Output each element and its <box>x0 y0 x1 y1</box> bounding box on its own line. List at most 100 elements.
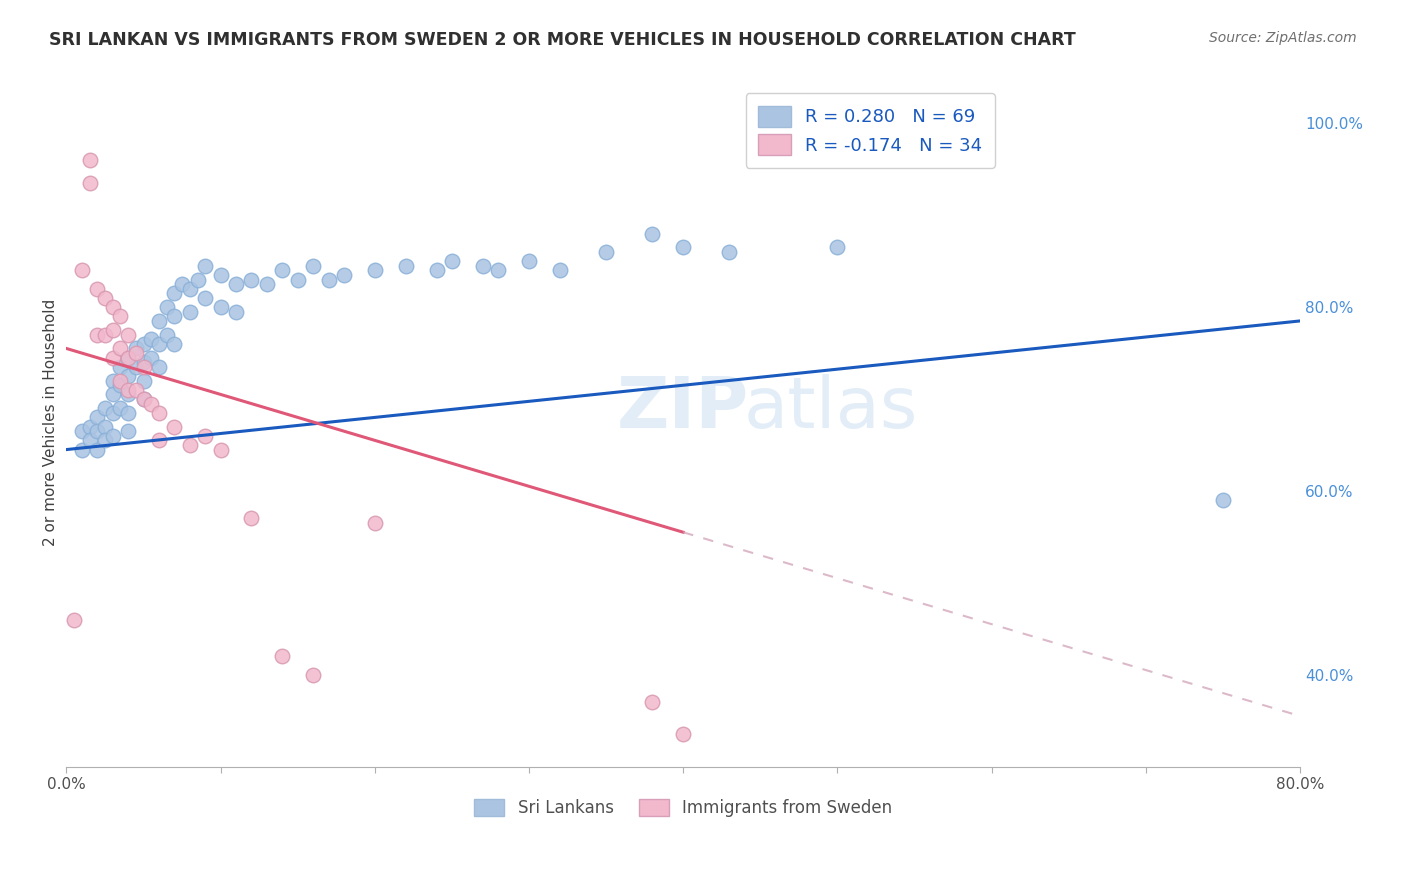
Point <box>79 419 101 434</box>
Point <box>125 346 148 360</box>
Point <box>86 327 108 342</box>
Point <box>1212 493 1234 508</box>
Point <box>70 442 93 457</box>
Point <box>148 337 170 351</box>
Point <box>156 300 179 314</box>
Point <box>395 259 418 273</box>
Point <box>194 259 217 273</box>
Point <box>101 323 124 337</box>
Point <box>117 327 139 342</box>
Point <box>225 304 247 318</box>
Point <box>517 254 540 268</box>
Point <box>148 314 170 328</box>
Point <box>440 254 463 268</box>
Point <box>302 259 325 273</box>
Point <box>256 277 278 292</box>
Point <box>148 359 170 374</box>
Point <box>641 695 664 709</box>
Point <box>132 355 155 369</box>
Text: Source: ZipAtlas.com: Source: ZipAtlas.com <box>1209 31 1357 45</box>
Point <box>287 272 309 286</box>
Point <box>132 392 155 406</box>
Point <box>302 667 325 681</box>
Point <box>125 383 148 397</box>
Y-axis label: 2 or more Vehicles in Household: 2 or more Vehicles in Household <box>44 299 58 546</box>
Point <box>141 332 163 346</box>
Point <box>718 245 741 260</box>
Point <box>125 359 148 374</box>
Point <box>240 511 263 525</box>
Point <box>63 613 86 627</box>
Point <box>101 351 124 365</box>
Point <box>194 429 217 443</box>
Point <box>117 387 139 401</box>
Point <box>148 406 170 420</box>
Point <box>595 245 617 260</box>
Point <box>318 272 340 286</box>
Point <box>101 300 124 314</box>
Point <box>364 263 387 277</box>
Point <box>94 419 117 434</box>
Point <box>548 263 571 277</box>
Point <box>86 442 108 457</box>
Point <box>70 263 93 277</box>
Point <box>209 442 232 457</box>
Point <box>94 401 117 416</box>
Point <box>486 263 509 277</box>
Legend: Sri Lankans, Immigrants from Sweden: Sri Lankans, Immigrants from Sweden <box>468 792 898 823</box>
Point <box>209 268 232 282</box>
Point <box>172 277 194 292</box>
Point <box>117 369 139 384</box>
Point <box>70 424 93 438</box>
Point <box>672 727 695 741</box>
Point <box>179 282 201 296</box>
Text: SRI LANKAN VS IMMIGRANTS FROM SWEDEN 2 OR MORE VEHICLES IN HOUSEHOLD CORRELATION: SRI LANKAN VS IMMIGRANTS FROM SWEDEN 2 O… <box>49 31 1076 49</box>
Point <box>271 649 294 664</box>
Point <box>148 434 170 448</box>
Point <box>163 286 186 301</box>
Point <box>179 438 201 452</box>
Point <box>79 434 101 448</box>
Point <box>94 291 117 305</box>
Point <box>125 342 148 356</box>
Point <box>110 359 132 374</box>
Point <box>163 337 186 351</box>
Point <box>101 429 124 443</box>
Point <box>163 310 186 324</box>
Point <box>86 410 108 425</box>
Point <box>132 374 155 388</box>
Point <box>117 351 139 365</box>
Point <box>79 176 101 190</box>
Point <box>179 304 201 318</box>
Point <box>117 351 139 365</box>
Point <box>141 396 163 410</box>
Point <box>79 153 101 168</box>
Point <box>110 342 132 356</box>
Point <box>209 300 232 314</box>
Point <box>110 374 132 388</box>
Point <box>117 406 139 420</box>
Point <box>471 259 494 273</box>
Point <box>156 327 179 342</box>
Point <box>117 383 139 397</box>
Point <box>132 392 155 406</box>
Point <box>240 272 263 286</box>
Point <box>132 337 155 351</box>
Point <box>110 310 132 324</box>
Point <box>225 277 247 292</box>
Point <box>110 401 132 416</box>
Point <box>94 434 117 448</box>
Point <box>86 282 108 296</box>
Point <box>186 272 208 286</box>
Point <box>110 378 132 392</box>
Point <box>194 291 217 305</box>
Point <box>333 268 356 282</box>
Point <box>101 406 124 420</box>
Point <box>364 516 387 530</box>
Point <box>101 387 124 401</box>
Point <box>271 263 294 277</box>
Point <box>86 424 108 438</box>
Point <box>641 227 664 241</box>
Point <box>827 240 849 254</box>
Text: ZIP: ZIP <box>617 374 749 442</box>
